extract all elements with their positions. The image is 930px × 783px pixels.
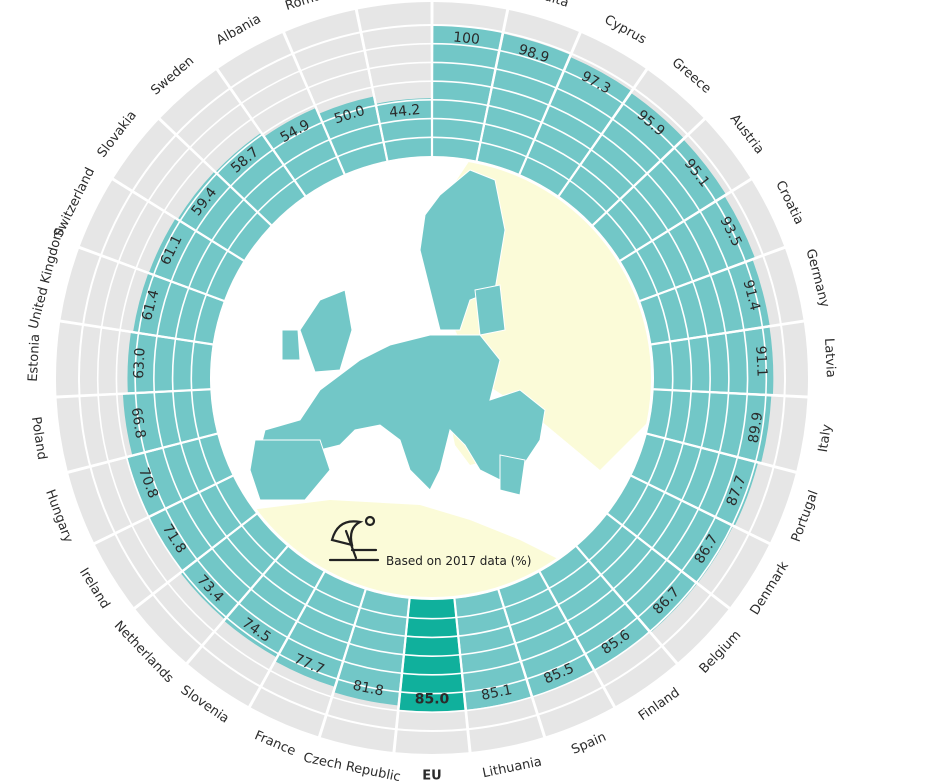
spoke (557, 68, 648, 197)
ireland (281, 329, 301, 361)
country-label: Italy (816, 423, 835, 453)
uk-ireland (299, 289, 353, 373)
country-label: Greece (669, 55, 714, 97)
bar-eu (399, 598, 465, 712)
bar-slovenia (224, 547, 324, 657)
spoke (282, 32, 346, 175)
baltics (474, 284, 506, 336)
spoke (653, 388, 808, 399)
value-label: 100 (452, 29, 480, 48)
value-label: 85.0 (415, 691, 450, 707)
spoke (592, 118, 706, 226)
spoke (355, 9, 389, 161)
data-bars (122, 25, 774, 712)
spoke (639, 246, 785, 302)
country-label: Romania (283, 0, 342, 14)
country-label: France (252, 728, 298, 759)
bar-hungary (127, 434, 233, 516)
value-label: 89.9 (746, 411, 767, 444)
bar-switzerland (149, 219, 244, 301)
spoke (186, 545, 289, 665)
bar-bulgaria (376, 98, 432, 161)
bar-sweden (216, 133, 305, 225)
bar-croatia (620, 196, 755, 301)
bar-cyprus (520, 57, 631, 196)
value-label: 91.1 (752, 345, 770, 377)
bar-netherlands (181, 514, 287, 619)
bar-portugal (631, 434, 758, 526)
spoke (646, 432, 797, 474)
country-label: Portugal (789, 488, 822, 544)
greece (499, 454, 526, 496)
country-label: EU (422, 769, 441, 783)
spoke (630, 474, 771, 545)
spoke (651, 319, 804, 346)
spoke (518, 32, 582, 175)
spoke (575, 545, 678, 665)
spoke (93, 474, 234, 545)
value-label: 66.8 (128, 406, 149, 439)
country-label: Lithuania (481, 754, 543, 781)
bar-denmark (608, 476, 733, 583)
spoke (67, 432, 218, 474)
spoke (79, 246, 225, 302)
bar-slovakia (178, 172, 271, 260)
country-label: Hungary (42, 488, 75, 546)
spoke (392, 598, 411, 753)
country-label: Albania (214, 12, 264, 49)
spoke (133, 513, 258, 610)
country-label: Spain (569, 730, 608, 758)
spoke (497, 589, 546, 738)
bar-romania (319, 96, 387, 174)
chart-caption: Based on 2017 data (%) (386, 554, 531, 568)
country-label: Austria (727, 112, 767, 158)
value-label: 91.4 (740, 278, 763, 312)
spoke (216, 68, 307, 197)
value-label: 61.4 (139, 288, 162, 322)
country-label: Estonia (26, 334, 43, 383)
country-label: Finland (636, 685, 683, 724)
value-label: 44.2 (389, 102, 422, 121)
bar-spain (499, 572, 593, 697)
spoke (538, 571, 616, 708)
spoke (619, 178, 752, 262)
spoke (453, 598, 472, 753)
bar-malta (477, 33, 570, 174)
country-label: Czech Republic (302, 751, 402, 783)
spoke (56, 388, 211, 399)
bar-austria (593, 140, 726, 260)
value-label: 85.1 (480, 682, 514, 704)
country-label: Cyprus (602, 12, 649, 47)
bar-czech-republic (334, 590, 409, 706)
country-label: Croatia (772, 178, 806, 227)
country-label: Malta (532, 0, 571, 11)
spoke (318, 589, 367, 738)
spoke (475, 9, 509, 161)
value-label: 63.0 (131, 347, 149, 379)
bar-latvia (651, 327, 774, 394)
iberia (249, 439, 331, 501)
bar-germany (640, 260, 770, 344)
bar-luxembourg (432, 25, 502, 161)
spoke (606, 513, 731, 610)
bar-united-kingdom (133, 274, 224, 344)
country-label: Poland (28, 416, 49, 461)
value-label: 81.8 (351, 678, 385, 700)
spoke (60, 319, 213, 346)
beach-umbrella-icon (328, 515, 380, 562)
grid-rings (56, 2, 808, 753)
country-label: Ireland (76, 565, 113, 611)
country-label: United Kingdom (26, 226, 67, 331)
bar-ireland (148, 476, 256, 571)
spoke (158, 118, 272, 226)
spoke (112, 178, 245, 262)
country-label: Germany (803, 247, 833, 309)
spoke (248, 571, 326, 708)
country-label: Latvia (821, 338, 838, 378)
